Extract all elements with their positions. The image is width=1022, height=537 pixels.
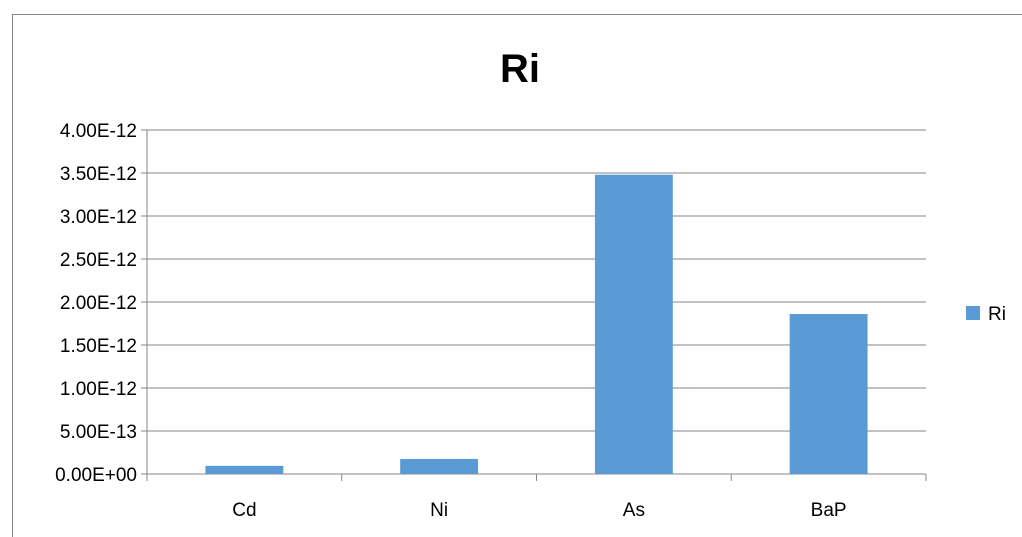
bar-bap bbox=[789, 314, 868, 474]
y-tick-label: 2.50E-12 bbox=[60, 250, 137, 271]
y-tick-labels: 0.00E+00 5.00E-13 1.00E-12 1.50E-12 2.00E-12… bbox=[55, 121, 137, 486]
y-tick-label: 5.00E-13 bbox=[60, 422, 137, 443]
x-tick-label: Ni bbox=[430, 500, 448, 521]
chart-title: Ri bbox=[500, 47, 540, 91]
y-tick-label: 3.50E-12 bbox=[60, 164, 137, 185]
bar-ni bbox=[400, 458, 479, 474]
legend-swatch bbox=[966, 306, 980, 320]
x-tick-labels: Cd Ni As BaP bbox=[232, 500, 846, 521]
y-tick-label: 0.00E+00 bbox=[55, 465, 137, 486]
legend-label: Ri bbox=[988, 304, 1006, 325]
bar-cd bbox=[205, 465, 284, 474]
y-tick-label: 1.00E-12 bbox=[60, 379, 137, 400]
y-tick-label: 2.00E-12 bbox=[60, 293, 137, 314]
y-tick-label: 4.00E-12 bbox=[60, 121, 137, 142]
x-tick-label: Cd bbox=[232, 500, 256, 521]
y-tick-label: 3.00E-12 bbox=[60, 207, 137, 228]
legend: Ri bbox=[966, 304, 1006, 325]
bar-as bbox=[594, 174, 673, 474]
y-tick-label: 1.50E-12 bbox=[60, 336, 137, 357]
bars-layer bbox=[205, 174, 868, 474]
x-tick-label: BaP bbox=[811, 500, 847, 521]
x-tick-label: As bbox=[623, 500, 645, 521]
